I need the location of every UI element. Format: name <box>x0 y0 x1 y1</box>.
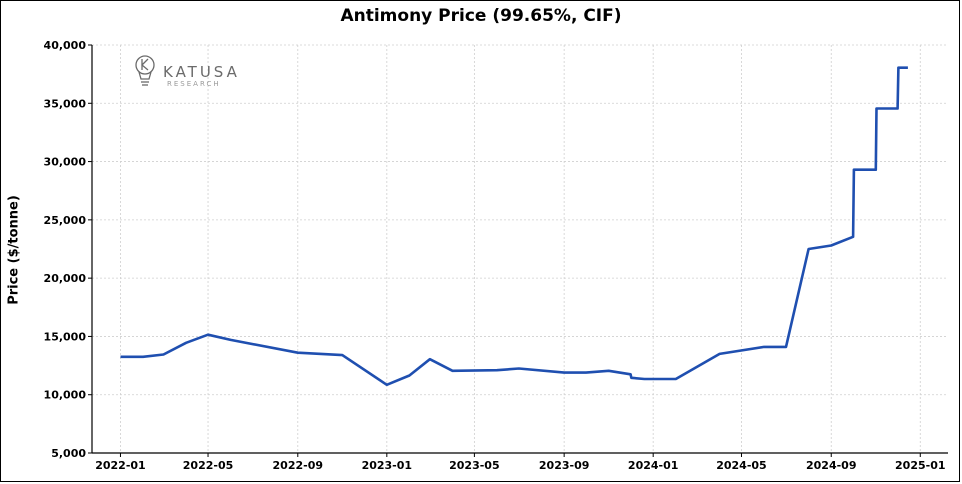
x-tick-label: 2023-05 <box>449 459 500 472</box>
y-tick-label: 30,000 <box>44 156 87 169</box>
logo-name: KATUSA <box>163 63 240 81</box>
ticks: 5,000 10,000 15,000 20,000 25,000 30,000 35,00… <box>44 39 946 472</box>
x-tick-label: 2024-05 <box>716 459 767 472</box>
y-tick-label: 15,000 <box>44 330 87 343</box>
x-tick-label: 2024-01 <box>628 459 679 472</box>
katusa-logo: KATUSA RESEARCH <box>135 55 240 88</box>
lightbulb-icon <box>135 55 155 86</box>
chart-title: Antimony Price (99.65%, CIF) <box>340 6 622 26</box>
series-layer <box>120 66 908 387</box>
y-tick-label: 25,000 <box>44 214 87 227</box>
x-tick-label: 2022-09 <box>273 459 324 472</box>
x-tick-label: 2023-09 <box>539 459 590 472</box>
x-tick-label: 2023-01 <box>362 459 413 472</box>
axes <box>91 45 948 454</box>
y-tick-label: 10,000 <box>44 389 87 402</box>
y-tick-label: 5,000 <box>51 447 86 460</box>
y-tick-label: 40,000 <box>44 39 87 52</box>
price-series-line <box>120 66 908 387</box>
x-tick-label: 2022-05 <box>183 459 234 472</box>
y-tick-label: 35,000 <box>44 97 87 110</box>
x-tick-label: 2024-09 <box>806 459 857 472</box>
y-tick-label: 20,000 <box>44 272 87 285</box>
grid-lines <box>92 44 948 453</box>
x-tick-label: 2025-01 <box>895 459 946 472</box>
x-tick-label: 2022-01 <box>95 459 146 472</box>
logo-subtitle: RESEARCH <box>167 80 221 88</box>
